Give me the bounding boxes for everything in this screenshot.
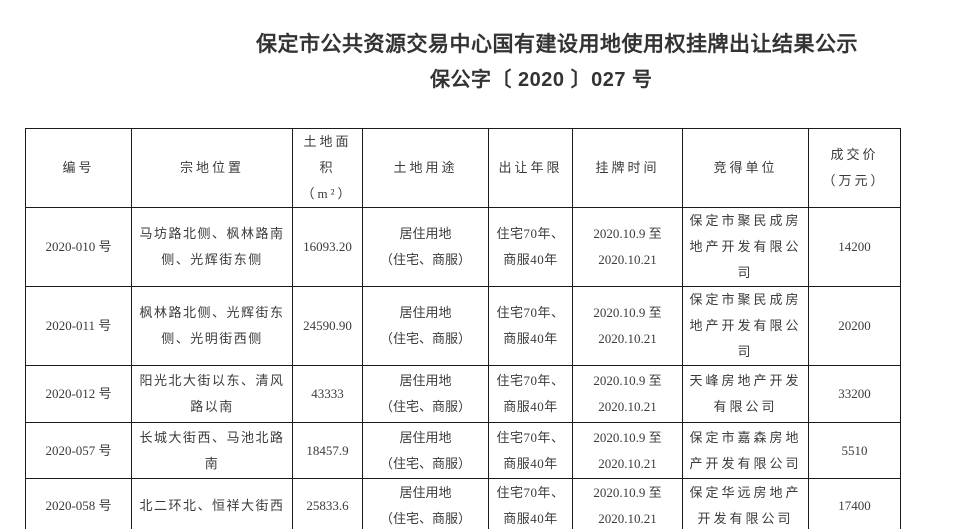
table-row: 2020-011 号 枫林路北侧、光辉街东 侧、光明街西侧 24590.90 居… — [25, 286, 901, 366]
cell-winner: 保定市嘉森房地 产开发有限公司 — [682, 422, 809, 479]
cell-price: 20200 — [808, 286, 901, 366]
cell-listing-period: 2020.10.9 至 2020.10.21 — [572, 365, 683, 423]
document-number: 保公字〔 2020 〕027 号 — [430, 69, 653, 91]
header-area: 土地面积 （m²） — [292, 128, 363, 208]
cell-listing-period: 2020.10.9 至 2020.10.21 — [572, 207, 683, 287]
cell-location: 北二环北、恒祥大街西 — [131, 478, 293, 529]
table-row: 2020-058 号 北二环北、恒祥大街西 25833.6 居住用地 （住宅、商… — [25, 478, 901, 529]
header-winner: 竞得单位 — [682, 128, 809, 208]
cell-id: 2020-058 号 — [25, 478, 132, 529]
table-row: 2020-057 号 长城大街西、马池北路 南 18457.9 居住用地 （住宅… — [25, 422, 901, 479]
document-title: 保定市公共资源交易中心国有建设用地使用权挂牌出让结果公示 — [256, 33, 858, 56]
cell-area: 25833.6 — [292, 478, 363, 529]
cell-area: 18457.9 — [292, 422, 363, 479]
cell-location: 枫林路北侧、光辉街东 侧、光明街西侧 — [131, 286, 293, 366]
cell-term: 住宅70年、 商服40年 — [488, 286, 573, 366]
header-term: 出让年限 — [488, 128, 573, 208]
cell-term: 住宅70年、 商服40年 — [488, 422, 573, 479]
cell-price: 14200 — [808, 207, 901, 287]
cell-location: 马坊路北侧、枫林路南 侧、光辉街东侧 — [131, 207, 293, 287]
header-id: 编号 — [25, 128, 132, 208]
cell-land-use: 居住用地 （住宅、商服） — [362, 422, 489, 479]
cell-land-use: 居住用地 （住宅、商服） — [362, 478, 489, 529]
table-body: 2020-010 号 马坊路北侧、枫林路南 侧、光辉街东侧 16093.20 居… — [25, 207, 901, 529]
cell-area: 24590.90 — [292, 286, 363, 366]
cell-listing-period: 2020.10.9 至 2020.10.21 — [572, 422, 683, 479]
cell-id: 2020-011 号 — [25, 286, 132, 366]
header-location: 宗地位置 — [131, 128, 293, 208]
table-row: 2020-012 号 阳光北大街以东、清风 路以南 43333 居住用地 （住宅… — [25, 365, 901, 423]
cell-winner: 天峰房地产开发 有限公司 — [682, 365, 809, 423]
cell-location: 阳光北大街以东、清风 路以南 — [131, 365, 293, 423]
cell-term: 住宅70年、 商服40年 — [488, 478, 573, 529]
cell-term: 住宅70年、 商服40年 — [488, 207, 573, 287]
cell-winner: 保定市聚民成房 地产开发有限公 司 — [682, 207, 809, 287]
table-header: 编号 宗地位置 土地面积 （m²） 土地用途 出让年限 挂牌时间 竞得单位 成交… — [25, 128, 901, 208]
header-price: 成交价 （万元） — [808, 128, 901, 208]
cell-id: 2020-057 号 — [25, 422, 132, 479]
cell-area: 43333 — [292, 365, 363, 423]
cell-area: 16093.20 — [292, 207, 363, 287]
cell-location: 长城大街西、马池北路 南 — [131, 422, 293, 479]
header-listing-period: 挂牌时间 — [572, 128, 683, 208]
header-row: 编号 宗地位置 土地面积 （m²） 土地用途 出让年限 挂牌时间 竞得单位 成交… — [25, 128, 901, 208]
cell-id: 2020-012 号 — [25, 365, 132, 423]
cell-listing-period: 2020.10.9 至 2020.10.21 — [572, 286, 683, 366]
cell-land-use: 居住用地 （住宅、商服） — [362, 286, 489, 366]
cell-term: 住宅70年、 商服40年 — [488, 365, 573, 423]
cell-price: 33200 — [808, 365, 901, 423]
cell-land-use: 居住用地 （住宅、商服） — [362, 365, 489, 423]
cell-listing-period: 2020.10.9 至 2020.10.21 — [572, 478, 683, 529]
cell-winner: 保定华远房地产 开发有限公司 — [682, 478, 809, 529]
header-land-use: 土地用途 — [362, 128, 489, 208]
land-transfer-results-table: 编号 宗地位置 土地面积 （m²） 土地用途 出让年限 挂牌时间 竞得单位 成交… — [25, 128, 901, 529]
table-row: 2020-010 号 马坊路北侧、枫林路南 侧、光辉街东侧 16093.20 居… — [25, 207, 901, 287]
cell-land-use: 居住用地 （住宅、商服） — [362, 207, 489, 287]
cell-price: 5510 — [808, 422, 901, 479]
cell-id: 2020-010 号 — [25, 207, 132, 287]
cell-price: 17400 — [808, 478, 901, 529]
cell-winner: 保定市聚民成房 地产开发有限公 司 — [682, 286, 809, 366]
